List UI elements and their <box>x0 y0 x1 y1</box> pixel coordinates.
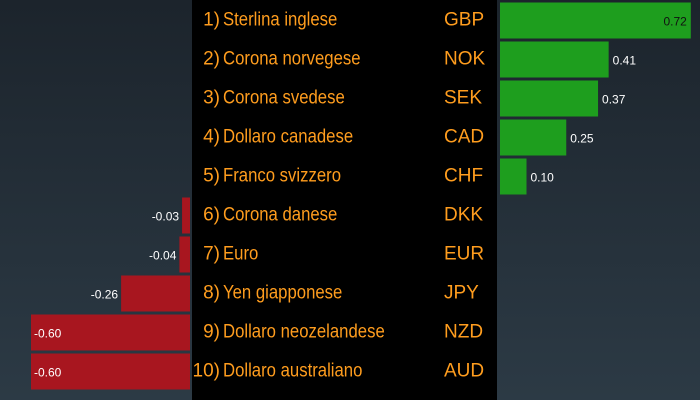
rank: 10) <box>193 361 220 382</box>
bar <box>500 41 609 78</box>
value-label: 0.25 <box>570 132 594 146</box>
value-label: -0.60 <box>34 366 62 380</box>
rank: 2) <box>203 49 220 70</box>
bar <box>182 197 190 234</box>
rank: 4) <box>203 127 220 148</box>
bar <box>31 353 190 390</box>
currency-code: EUR <box>444 244 484 265</box>
currency-name: Dollaro neozelandese <box>223 322 385 343</box>
rank: 3) <box>203 88 220 109</box>
value-label: -0.60 <box>34 327 62 341</box>
value-label: 0.37 <box>602 93 626 107</box>
currency-name: Dollaro canadese <box>223 127 353 148</box>
currency-name: Corona norvegese <box>223 49 361 70</box>
value-label: -0.04 <box>149 249 177 263</box>
currency-code: CHF <box>444 166 483 187</box>
value-label: -0.26 <box>91 288 119 302</box>
currency-name: Corona svedese <box>223 88 345 109</box>
currency-name: Franco svizzero <box>223 166 341 187</box>
currency-name: Euro <box>223 244 258 265</box>
currency-name: Sterlina inglese <box>223 10 337 31</box>
value-label: 0.41 <box>613 54 637 68</box>
currency-code: JPY <box>444 283 479 304</box>
value-label: -0.03 <box>152 210 180 224</box>
currency-code: DKK <box>444 205 483 226</box>
value-label: 0.72 <box>663 15 687 29</box>
currency-code: NZD <box>444 322 483 343</box>
bar <box>179 236 190 273</box>
bar <box>500 2 691 39</box>
rank: 1) <box>203 10 220 31</box>
rank: 6) <box>203 205 220 226</box>
currency-name: Dollaro australiano <box>223 361 362 382</box>
value-label: 0.10 <box>531 171 555 185</box>
rank: 7) <box>203 244 220 265</box>
rank: 9) <box>203 322 220 343</box>
currency-code: CAD <box>444 127 484 148</box>
bar <box>121 275 190 312</box>
currency-code: GBP <box>444 10 484 31</box>
rank: 8) <box>203 283 220 304</box>
currency-code: AUD <box>444 361 484 382</box>
rank: 5) <box>203 166 220 187</box>
currency-code: SEK <box>444 88 482 109</box>
bar <box>500 80 599 117</box>
currency-code: NOK <box>444 49 486 70</box>
bar <box>500 158 527 195</box>
currency-name: Yen giapponese <box>223 283 342 304</box>
bar <box>500 119 567 156</box>
currency-name: Corona danese <box>223 205 337 226</box>
bar <box>31 314 190 351</box>
